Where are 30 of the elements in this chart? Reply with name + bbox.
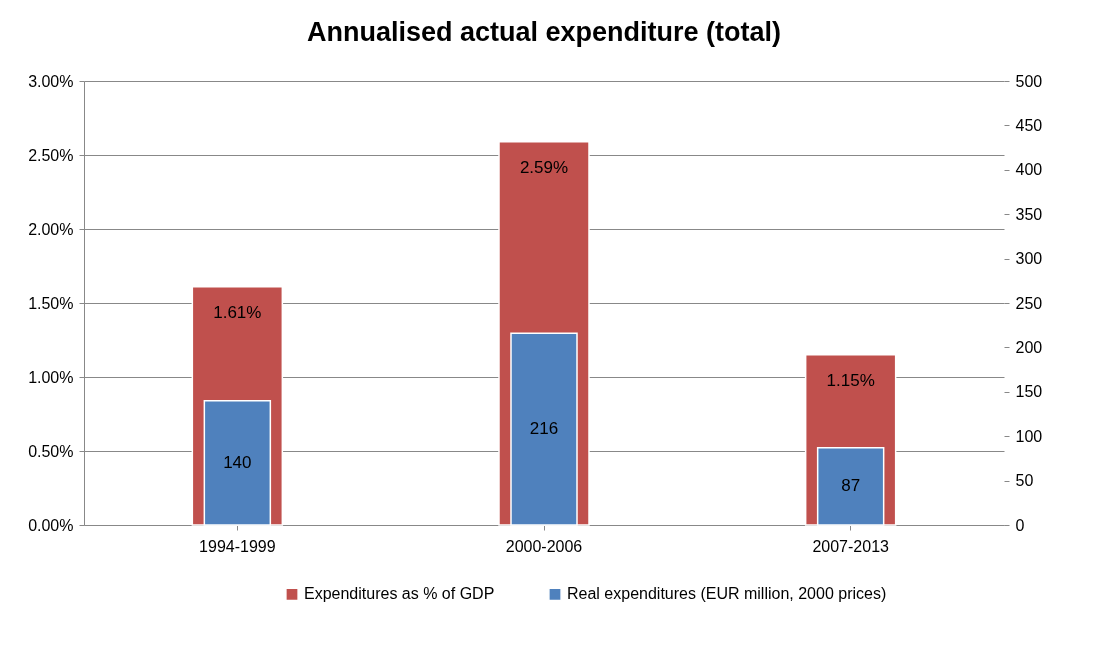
data-label: 216 bbox=[529, 419, 559, 439]
data-label: 1.61% bbox=[213, 302, 262, 322]
y2-tick-label: 100 bbox=[1015, 427, 1043, 445]
data-label: 1.15% bbox=[826, 370, 875, 390]
y-tick-label: 2.50% bbox=[28, 146, 74, 164]
x-tick-label: 1994-1999 bbox=[199, 537, 276, 555]
y-tick-label: 1.00% bbox=[28, 368, 74, 386]
y2-tick-label: 400 bbox=[1015, 161, 1043, 179]
y2-tick-label: 50 bbox=[1015, 472, 1034, 490]
y2-tick-label: 200 bbox=[1015, 338, 1043, 356]
y-tick-label: 3.00% bbox=[28, 72, 74, 90]
data-label: 87 bbox=[841, 476, 861, 496]
y2-tick-label: 0 bbox=[1015, 516, 1025, 534]
y-tick-label: 2.00% bbox=[28, 220, 74, 238]
y2-tick-label: 150 bbox=[1015, 383, 1043, 401]
y-tick-label: 0.00% bbox=[28, 516, 74, 534]
legend-label: Expenditures as % of GDP bbox=[304, 585, 495, 603]
data-label: 140 bbox=[223, 452, 252, 472]
chart-title: Annualised actual expenditure (total) bbox=[306, 17, 782, 47]
y2-tick-label: 250 bbox=[1015, 294, 1043, 312]
x-tick-label: 2007-2013 bbox=[812, 537, 890, 555]
y2-tick-label: 500 bbox=[1015, 72, 1043, 90]
data-label: 2.59% bbox=[519, 157, 569, 177]
y2-tick-label: 300 bbox=[1015, 250, 1043, 268]
y-tick-label: 1.50% bbox=[28, 294, 74, 312]
legend-label: Real expenditures (EUR million, 2000 prices) bbox=[567, 585, 887, 603]
x-tick-label: 2000-2006 bbox=[505, 537, 583, 555]
y2-tick-label: 450 bbox=[1015, 116, 1043, 134]
y-tick-label: 0.50% bbox=[28, 442, 74, 460]
y2-tick-label: 350 bbox=[1015, 205, 1043, 223]
